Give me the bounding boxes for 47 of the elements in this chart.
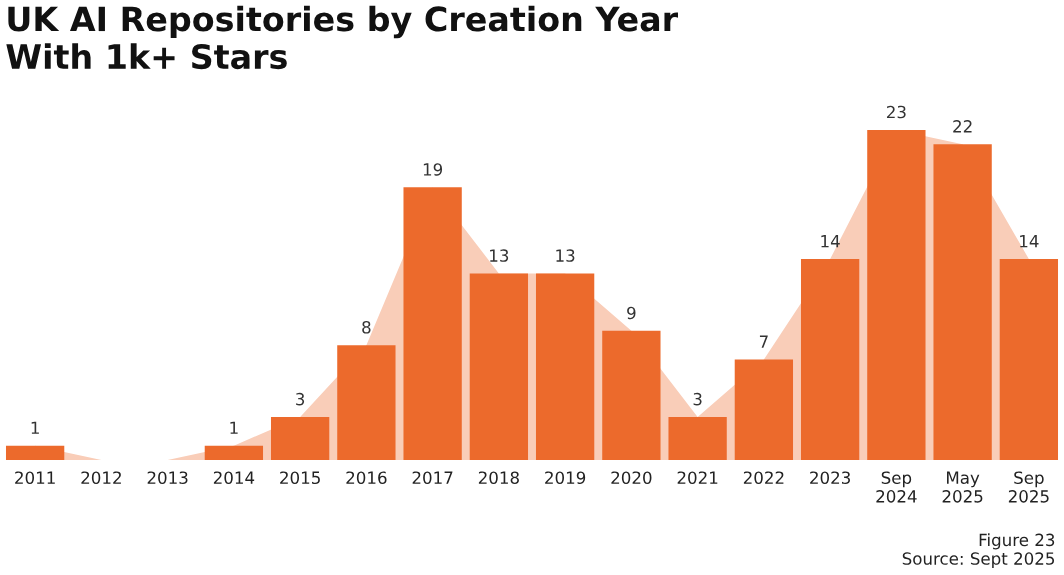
data-label: 1 bbox=[31, 421, 39, 434]
x-tick-label: 2013 bbox=[147, 471, 188, 485]
bar bbox=[933, 144, 992, 460]
chart-title: UK AI Repositories by Creation Year With 1k+ Stars bbox=[6, 5, 679, 70]
bar bbox=[800, 259, 860, 460]
x-tick-label: 2021 bbox=[677, 471, 718, 485]
x-tick-label: 2011 bbox=[15, 471, 55, 485]
x-tick-label: 2017 bbox=[412, 471, 453, 485]
bar bbox=[668, 416, 727, 460]
data-label: 13 bbox=[490, 249, 509, 262]
bar bbox=[337, 345, 396, 460]
bar bbox=[270, 416, 330, 460]
data-label: 14 bbox=[821, 235, 840, 248]
bar bbox=[999, 259, 1059, 460]
data-label: 1 bbox=[230, 421, 238, 434]
data-label: 3 bbox=[296, 392, 305, 406]
bar bbox=[5, 445, 65, 460]
bar bbox=[535, 273, 595, 460]
data-label: 8 bbox=[362, 321, 371, 334]
data-label: 22 bbox=[953, 120, 972, 133]
bar bbox=[469, 273, 529, 460]
source-note: Source: Sept 2025 bbox=[902, 552, 1055, 569]
data-label: 14 bbox=[1020, 235, 1039, 248]
data-label: 7 bbox=[759, 335, 768, 348]
x-tick-label: 2018 bbox=[478, 471, 519, 485]
x-tick-label: 2023 bbox=[810, 471, 850, 485]
data-label: 19 bbox=[423, 163, 443, 176]
x-tick-label: Sep 2024 bbox=[876, 471, 917, 503]
data-label: 23 bbox=[886, 105, 906, 119]
x-tick-label: May 2025 bbox=[942, 471, 983, 503]
data-label: 13 bbox=[556, 249, 575, 262]
bar bbox=[204, 445, 264, 460]
x-tick-label: 2014 bbox=[213, 471, 255, 485]
x-tick-label: 2015 bbox=[280, 471, 320, 485]
caption: Figure 23 bbox=[979, 533, 1055, 550]
x-tick-label: 2019 bbox=[545, 471, 586, 485]
x-tick-label: 2022 bbox=[743, 471, 784, 485]
x-tick-label: 2016 bbox=[346, 471, 387, 485]
bar bbox=[403, 187, 462, 460]
x-tick-label: Sep 2025 bbox=[1008, 471, 1049, 503]
bar bbox=[602, 330, 661, 460]
bar bbox=[734, 359, 794, 460]
bar bbox=[867, 129, 926, 460]
data-label: 3 bbox=[693, 392, 702, 406]
x-tick-label: 2020 bbox=[611, 471, 652, 485]
data-label: 9 bbox=[627, 306, 636, 320]
x-tick-label: 2012 bbox=[81, 471, 121, 485]
